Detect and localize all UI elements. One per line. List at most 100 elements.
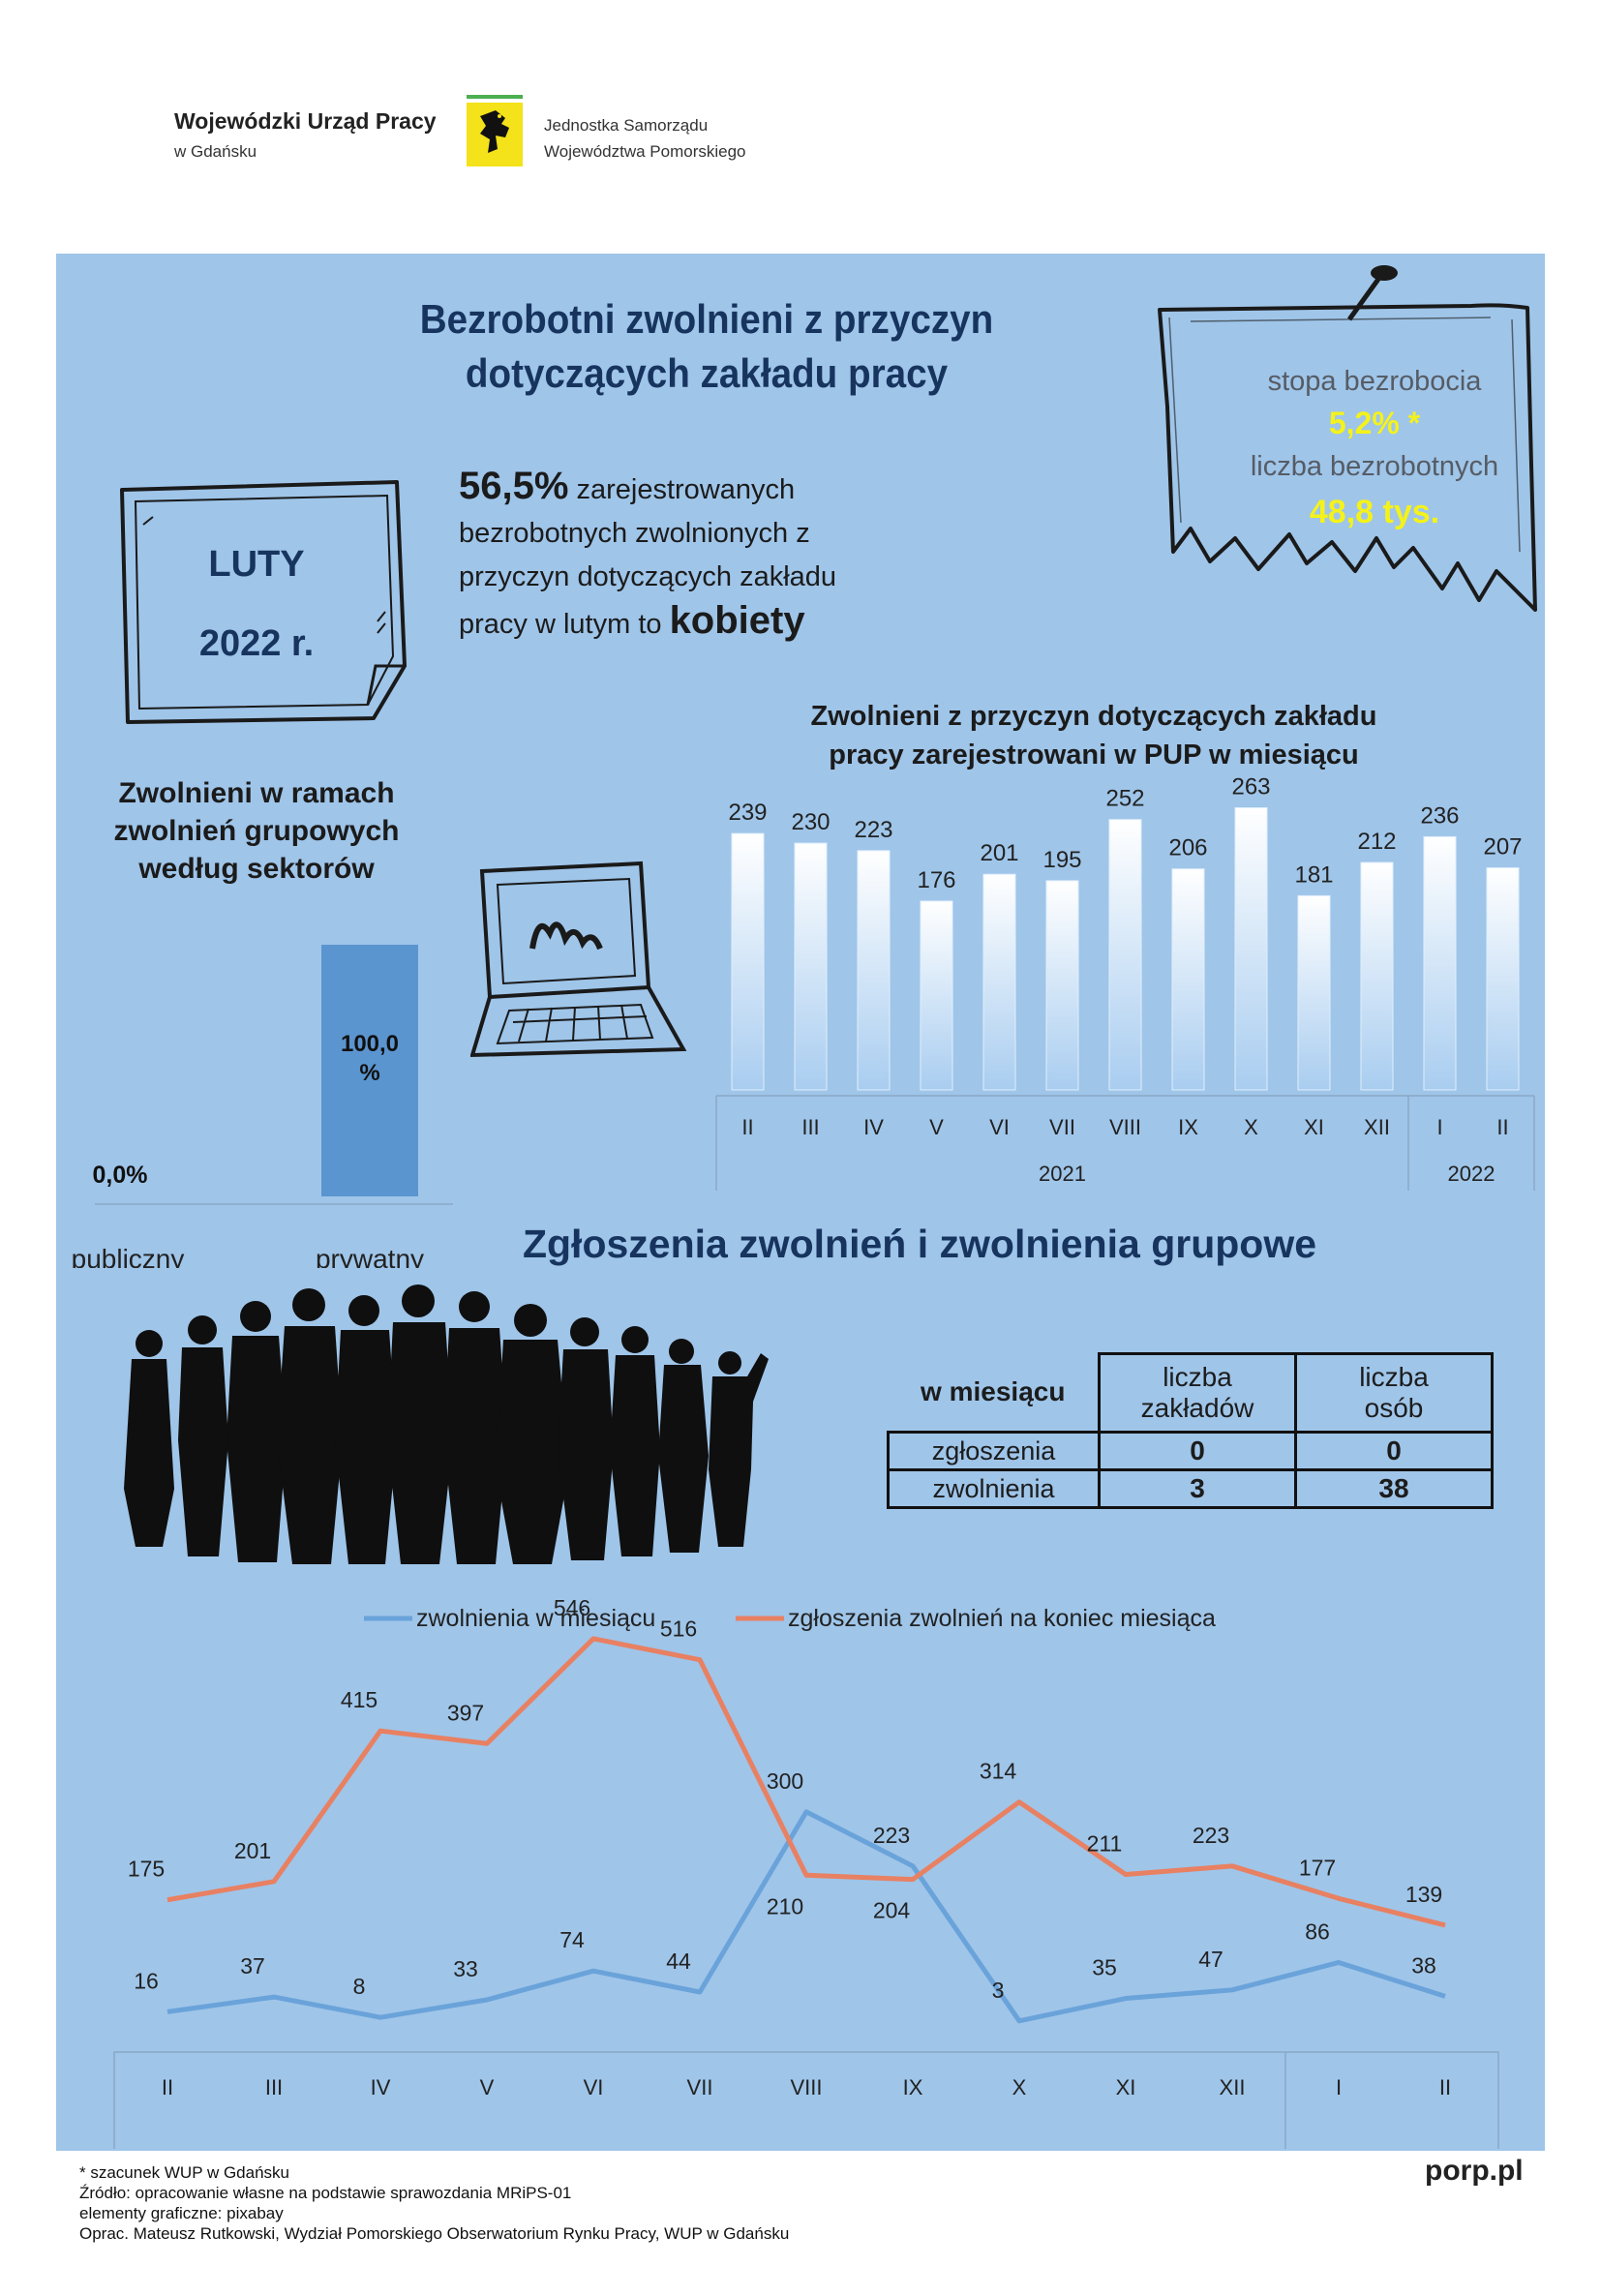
bar-value-label: 212 (1357, 829, 1396, 855)
monthly-bar-chart: 239II230III223IV176V201VI195VII252VIII20… (715, 774, 1535, 1191)
sector-value-label: 0,0% (93, 1162, 148, 1189)
footer-author: Oprac. Mateusz Rutkowski, Wydział Pomors… (79, 2224, 790, 2243)
x-tick-label: III (265, 2075, 283, 2100)
group-label: 2021 (1039, 1162, 1086, 1186)
data-label: 201 (234, 1838, 271, 1863)
legend-label: zwolnienia w miesiącu (416, 1605, 655, 1632)
col2-line-1: liczba (1359, 1362, 1429, 1392)
x-tick-label: II (162, 2075, 173, 2100)
brand-link[interactable]: porp.pl (1425, 2155, 1524, 2187)
bar-value-label: 239 (728, 800, 767, 826)
table-row-label: zgłoszenia (887, 1431, 1101, 1471)
x-tick-label: I (1336, 2075, 1342, 2100)
x-tick-label: VIII (1109, 1115, 1141, 1139)
bar (982, 873, 1016, 1091)
calendar-year: 2022 r. (198, 623, 315, 664)
data-label: 516 (660, 1616, 697, 1642)
series-line (166, 1809, 1446, 2024)
legend-label: zgłoszenia zwolnień na koniec miesiąca (788, 1605, 1216, 1632)
bar-value-label: 176 (917, 867, 955, 893)
unemployment-rate-label: stopa bezrobocia (1267, 366, 1482, 397)
data-label: 37 (240, 1953, 265, 1979)
x-tick-label: II (741, 1115, 753, 1139)
sector-title-line-1: Zwolnieni w ramach (118, 777, 395, 809)
bar (1045, 880, 1079, 1091)
laptop-icon (470, 861, 687, 1058)
footer-note: * szacunek WUP w Gdańsku (79, 2163, 289, 2182)
data-label: 397 (447, 1700, 484, 1725)
bar (794, 842, 828, 1091)
bar-value-label: 181 (1294, 861, 1333, 888)
x-tick-label: XII (1364, 1115, 1390, 1139)
griffin-crest-icon (467, 95, 523, 166)
bar-value-label: 263 (1231, 774, 1270, 801)
table-header-persons: liczba osób (1294, 1352, 1494, 1434)
bar-value-label: 236 (1420, 802, 1459, 829)
data-label: 8 (353, 1974, 366, 1999)
data-label: 16 (134, 1968, 159, 1993)
sector-title-line-3: według sektorów (138, 853, 375, 885)
women-share-percent: 56,5% (459, 465, 569, 507)
data-label: 223 (1193, 1823, 1229, 1848)
women-share-statement: 56,5% zarejestrowanych bezrobotnych zwol… (459, 465, 904, 647)
bar-value-label: 252 (1105, 786, 1144, 812)
table-corner-label: w miesiącu (921, 1376, 1066, 1407)
x-tick-label: IX (1178, 1115, 1198, 1139)
x-tick-label: VIII (790, 2075, 822, 2100)
data-label: 86 (1305, 1918, 1330, 1944)
x-tick-label: IV (863, 1115, 884, 1139)
data-label: 211 (1087, 1831, 1123, 1857)
x-tick-label: II (1496, 1115, 1508, 1139)
x-axis-frame (113, 2051, 1499, 2149)
stat-emphasis: kobiety (669, 599, 805, 642)
stat-text-3: przyczyn dotyczących zakładu (459, 561, 837, 592)
bar (920, 900, 953, 1091)
footer: * szacunek WUP w Gdańsku Źródło: opracow… (79, 2162, 789, 2244)
col1-line-1: liczba (1163, 1362, 1232, 1392)
bar (1108, 819, 1142, 1091)
col2-line-2: osób (1364, 1393, 1424, 1423)
x-tick-label: III (801, 1115, 819, 1139)
bar-value-label: 207 (1483, 834, 1522, 861)
x-tick-label: V (480, 2075, 495, 2100)
bar (1486, 867, 1520, 1091)
calendar-month: LUTY (208, 544, 305, 585)
torn-note-icon (1158, 265, 1537, 612)
x-tick-label: VI (989, 1115, 1010, 1139)
table-header-plants: liczba zakładów (1098, 1352, 1297, 1434)
sector-chart-title: Zwolnieni w ramach zwolnień grupowych we… (87, 774, 426, 888)
x-tick-label: X (1244, 1115, 1258, 1139)
unemployed-count-label: liczba bezrobotnych (1250, 451, 1499, 482)
data-label: 204 (873, 1898, 911, 1923)
bar (1234, 807, 1268, 1091)
x-tick-label: XII (1220, 2075, 1246, 2100)
x-tick-label: VII (1049, 1115, 1075, 1139)
bar (1423, 835, 1457, 1091)
table-cell: 0 (1294, 1431, 1494, 1471)
x-tick-label: IV (371, 2075, 391, 2100)
x-tick-label: V (929, 1115, 944, 1139)
unit-line-1: Jednostka Samorządu (544, 116, 709, 135)
group-layoffs-table: w miesiącu liczba zakładów liczba osób z… (887, 1352, 1494, 1509)
data-label: 44 (666, 1949, 691, 1974)
data-label: 47 (1198, 1947, 1223, 1972)
data-label: 38 (1411, 1952, 1436, 1978)
bar-value-label: 223 (854, 817, 892, 843)
x-tick-label: VI (584, 2075, 604, 2100)
main-title: Bezrobotni zwolnieni z przyczyn dotycząc… (378, 292, 1037, 401)
stat-text-4: pracy w lutym to (459, 609, 662, 640)
data-label: 3 (992, 1978, 1005, 2003)
data-label: 210 (767, 1893, 803, 1918)
unemployed-count-value: 48,8 tys. (1309, 494, 1440, 530)
org-name: Wojewódzki Urząd Pracy (174, 108, 437, 134)
bar-title-line-1: Zwolnieni z przyczyn dotyczących zakładu (810, 701, 1377, 732)
table-row: zgłoszenia 0 0 (887, 1431, 1494, 1471)
main-title-line-1: Bezrobotni zwolnieni z przyczyn (419, 296, 994, 342)
stat-text-2: bezrobotnych zwolnionych z (459, 518, 810, 549)
monthly-bar-chart-title: Zwolnieni z przyczyn dotyczących zakładu… (755, 697, 1433, 774)
data-label: 175 (128, 1857, 165, 1882)
data-label: 33 (453, 1956, 478, 1981)
data-label: 74 (559, 1927, 585, 1952)
table-cell: 38 (1294, 1468, 1494, 1509)
bar-value-label: 206 (1168, 835, 1207, 861)
